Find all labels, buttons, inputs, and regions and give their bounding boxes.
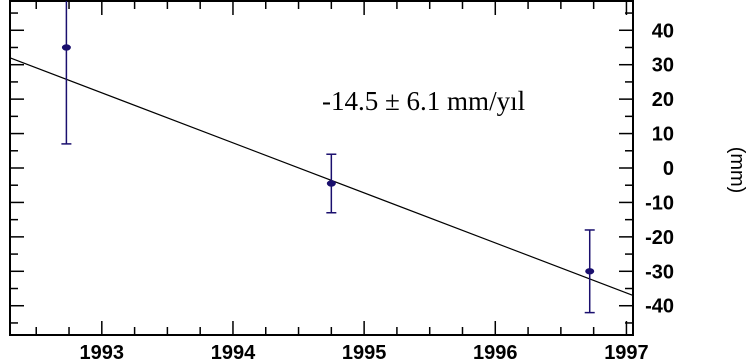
y-tick-label: 30 [652, 55, 674, 77]
plot-frame [9, 0, 634, 336]
x-tick-label: 1994 [211, 342, 256, 361]
x-tick-labels: 1993 1994 1995 1996 1997 [80, 342, 649, 361]
x-tick-label: 1993 [80, 342, 125, 361]
y-tick-label: 40 [652, 20, 674, 42]
data-point [326, 180, 336, 187]
trend-line [9, 57, 634, 296]
y-tick-label: -10 [645, 192, 674, 214]
y-tick-label: 10 [652, 124, 674, 146]
data-point [61, 44, 71, 51]
data-point [585, 268, 595, 275]
x-tick-label: 1996 [473, 342, 518, 361]
axis-ticks [10, 1, 633, 335]
y-tick-label: -20 [645, 227, 674, 249]
data-points [61, 1, 595, 314]
y-tick-label: 0 [663, 158, 674, 180]
y-tick-labels: 40 30 20 10 0 -10 -20 -30 -40 [645, 20, 674, 317]
y-tick-label: 20 [652, 89, 674, 111]
y-tick-label: -30 [645, 261, 674, 283]
x-tick-label: 1995 [342, 342, 387, 361]
x-tick-label: 1997 [604, 342, 649, 361]
y-tick-label: -40 [645, 296, 674, 318]
y-axis-label: (mm) [726, 147, 748, 194]
trend-annotation: -14.5 ± 6.1 mm/yıl [322, 86, 525, 116]
